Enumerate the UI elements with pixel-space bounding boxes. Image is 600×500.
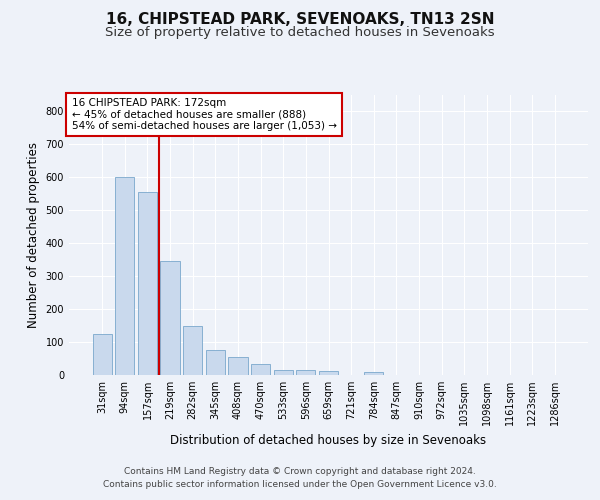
Text: 16 CHIPSTEAD PARK: 172sqm
← 45% of detached houses are smaller (888)
54% of semi: 16 CHIPSTEAD PARK: 172sqm ← 45% of detac… xyxy=(71,98,337,131)
Y-axis label: Number of detached properties: Number of detached properties xyxy=(27,142,40,328)
Bar xyxy=(206,350,225,375)
Bar xyxy=(115,178,134,375)
Text: Contains HM Land Registry data © Crown copyright and database right 2024.: Contains HM Land Registry data © Crown c… xyxy=(124,467,476,476)
Text: Size of property relative to detached houses in Sevenoaks: Size of property relative to detached ho… xyxy=(105,26,495,39)
Bar xyxy=(183,326,202,375)
Bar xyxy=(274,370,293,375)
Bar xyxy=(319,371,338,375)
Bar xyxy=(364,372,383,375)
Bar xyxy=(229,357,248,375)
Bar xyxy=(138,192,157,375)
Bar xyxy=(296,370,316,375)
Text: Contains public sector information licensed under the Open Government Licence v3: Contains public sector information licen… xyxy=(103,480,497,489)
Bar xyxy=(251,364,270,375)
Text: 16, CHIPSTEAD PARK, SEVENOAKS, TN13 2SN: 16, CHIPSTEAD PARK, SEVENOAKS, TN13 2SN xyxy=(106,12,494,28)
Bar xyxy=(92,334,112,375)
Bar xyxy=(160,260,180,375)
X-axis label: Distribution of detached houses by size in Sevenoaks: Distribution of detached houses by size … xyxy=(170,434,487,446)
